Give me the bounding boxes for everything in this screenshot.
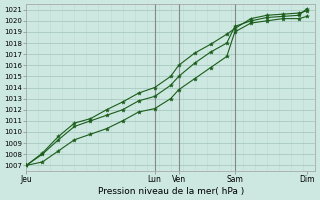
X-axis label: Pression niveau de la mer( hPa ): Pression niveau de la mer( hPa ) bbox=[98, 187, 244, 196]
